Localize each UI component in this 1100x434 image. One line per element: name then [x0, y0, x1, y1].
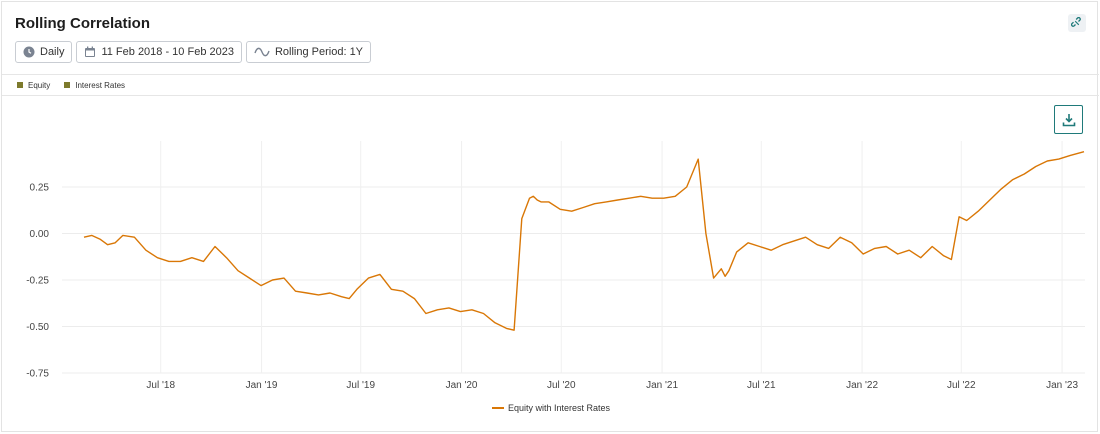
date-range-label: 11 Feb 2018 - 10 Feb 2023	[101, 46, 234, 58]
clock-icon	[23, 46, 35, 58]
bottom-legend-item[interactable]: Equity with Interest Rates	[492, 403, 610, 413]
legend-label: Equity	[28, 80, 51, 90]
calendar-icon	[85, 46, 96, 57]
bottom-legend-label: Equity with Interest Rates	[508, 403, 611, 413]
legend-swatch	[17, 82, 23, 88]
x-tick-label: Jan '19	[246, 380, 278, 391]
x-tick-label: Jan '22	[846, 380, 878, 391]
unlink-button[interactable]	[1068, 14, 1086, 32]
x-tick-label: Jul '21	[747, 380, 776, 391]
y-tick-label: -0.75	[26, 369, 49, 380]
frequency-label: Daily	[40, 46, 65, 58]
series-layer	[83, 151, 1085, 331]
download-icon	[1062, 113, 1075, 126]
grid-lines	[62, 141, 1085, 374]
frequency-button[interactable]: Daily	[15, 41, 73, 63]
legend-line-swatch	[492, 407, 504, 409]
date-range-button[interactable]: 11 Feb 2018 - 10 Feb 2023	[76, 41, 242, 63]
y-tick-label: 0.00	[30, 229, 50, 240]
y-axis-labels: 0.25 0.00 -0.25 -0.50 -0.75	[26, 183, 49, 380]
legend-item-interest-rates[interactable]: Interest Rates	[64, 81, 125, 90]
legend-label: Interest Rates	[75, 80, 126, 90]
download-button[interactable]	[1054, 105, 1083, 134]
rolling-period-label: Rolling Period: 1Y	[274, 46, 364, 58]
x-tick-label: Jul '18	[146, 380, 175, 391]
chart-controls: Daily 11 Feb 2018 - 10 Feb 2023 Rolling …	[15, 41, 372, 63]
y-tick-label: -0.25	[26, 276, 49, 287]
series-line	[83, 151, 1085, 331]
x-tick-label: Jul '19	[346, 380, 375, 391]
wave-icon	[254, 47, 270, 57]
unlink-icon	[1071, 17, 1081, 27]
page-title: Rolling Correlation	[15, 15, 150, 32]
y-tick-label: -0.50	[26, 322, 49, 333]
legend-swatch	[64, 82, 71, 88]
x-tick-label: Jul '22	[947, 380, 976, 391]
x-tick-label: Jan '23	[1046, 380, 1078, 391]
legend-item-equity[interactable]: Equity	[17, 81, 50, 90]
x-axis-labels: Jul '18 Jan '19 Jul '19 Jan '20 Jul '20 Jan '…	[146, 380, 1078, 391]
x-tick-label: Jul '20	[547, 380, 576, 391]
rolling-period-button[interactable]: Rolling Period: 1Y	[245, 41, 372, 63]
series-legend: Equity Interest Rates	[2, 74, 1099, 96]
y-tick-label: 0.25	[30, 183, 50, 194]
x-tick-label: Jan '21	[646, 380, 678, 391]
x-tick-label: Jan '20	[446, 380, 478, 391]
